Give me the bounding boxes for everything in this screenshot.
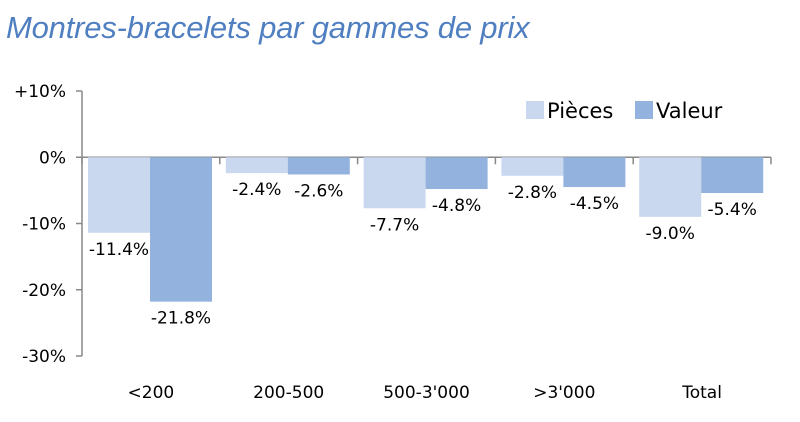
y-tick-label: -30%: [22, 347, 66, 367]
bar-series2: [701, 157, 764, 194]
bar-series1: [501, 157, 564, 176]
data-label: -11.4%: [89, 240, 149, 260]
data-label: -7.7%: [370, 215, 419, 235]
data-label: -9.0%: [646, 224, 695, 244]
bar-series1: [363, 157, 426, 209]
data-label: -4.5%: [570, 194, 619, 214]
legend-swatch: [526, 101, 544, 119]
data-label: -2.4%: [232, 180, 281, 200]
bar-series1: [88, 157, 150, 233]
legend-label: Valeur: [656, 99, 723, 123]
x-tick-label: 500-3'000: [383, 383, 470, 403]
bar-series1: [225, 157, 288, 174]
x-tick-label: >3'000: [533, 383, 595, 403]
legend-swatch: [635, 101, 653, 119]
chart-title: Montres-bracelets par gammes de prix: [6, 10, 530, 45]
legend-label: Pièces: [547, 99, 613, 123]
y-tick-label: 0%: [39, 148, 66, 168]
bar-series1: [639, 157, 702, 217]
data-label: -4.8%: [432, 196, 481, 216]
data-label: -2.6%: [294, 181, 343, 201]
bar-series2: [425, 157, 488, 190]
data-label: -5.4%: [708, 200, 757, 220]
y-tick-label: -10%: [22, 215, 66, 235]
bar-series2: [150, 157, 212, 302]
x-tick-label: Total: [681, 383, 722, 403]
x-tick-label: <200: [128, 383, 175, 403]
data-label: -21.8%: [151, 309, 211, 329]
bar-series2: [287, 157, 350, 175]
x-tick-label: 200-500: [253, 383, 324, 403]
y-tick-label: +10%: [14, 82, 66, 102]
y-tick-label: -20%: [22, 281, 66, 301]
data-label: -2.8%: [508, 183, 557, 203]
bar-series2: [563, 157, 626, 188]
